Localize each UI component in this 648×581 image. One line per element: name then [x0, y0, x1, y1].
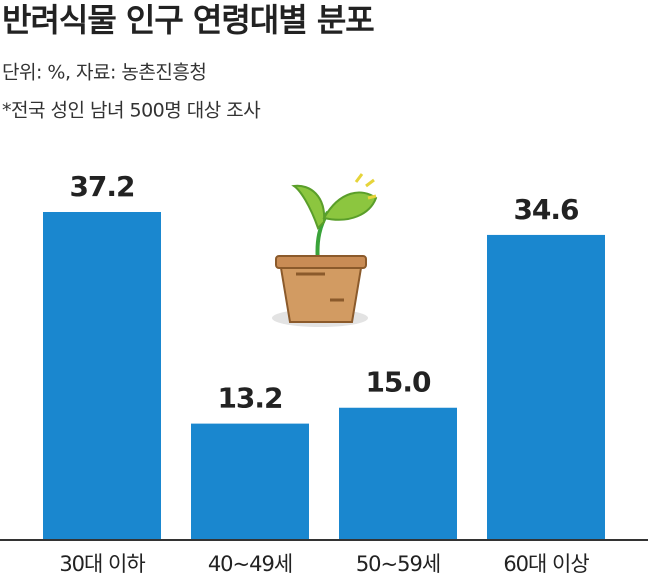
x-tick-label: 30대 이하 [59, 552, 145, 576]
value-label: 15.0 [365, 366, 431, 399]
bar [487, 234, 605, 540]
value-label: 34.6 [513, 193, 578, 226]
plant-icon [272, 173, 378, 327]
bar [191, 423, 309, 540]
x-tick-label: 50~59세 [356, 552, 440, 576]
chart-title: 반려식물 인구 연령대별 분포 [2, 1, 374, 39]
x-tick-label: 40~49세 [208, 552, 292, 576]
bar [43, 212, 161, 540]
chart-subtitle: 단위: %, 자료: 농촌진흥청 [2, 62, 206, 84]
chart-note: *전국 성인 남녀 500명 대상 조사 [2, 100, 260, 122]
bar [339, 407, 457, 540]
x-tick-label: 60대 이상 [503, 552, 589, 576]
value-label: 13.2 [217, 382, 282, 415]
value-label: 37.2 [69, 170, 134, 203]
